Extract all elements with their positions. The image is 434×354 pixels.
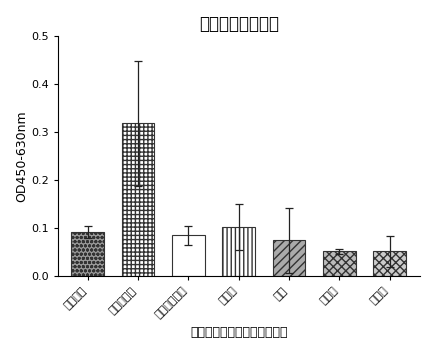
Y-axis label: OD450-630nm: OD450-630nm — [15, 110, 28, 202]
Bar — [322, 251, 355, 276]
Bar — [122, 124, 154, 276]
Bar — [71, 232, 104, 276]
X-axis label: 各样品中猪病抗体对应的抗原: 各样品中猪病抗体对应的抗原 — [190, 326, 287, 339]
Bar — [172, 235, 204, 276]
Bar — [222, 227, 255, 276]
Title: 抗原肽组合物检测: 抗原肽组合物检测 — [198, 15, 278, 33]
Bar — [372, 251, 405, 276]
Bar — [272, 240, 305, 276]
